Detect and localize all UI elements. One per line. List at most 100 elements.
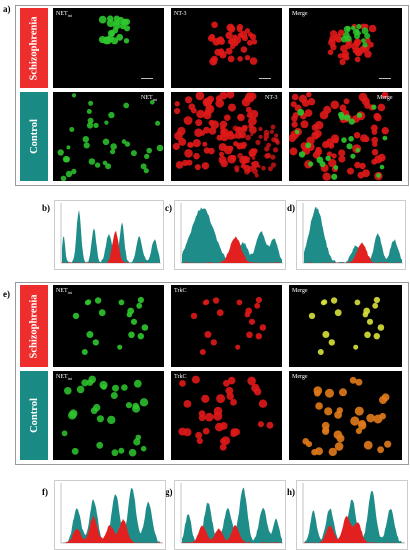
cell — [373, 333, 380, 340]
cell — [71, 447, 79, 455]
cell — [257, 421, 264, 428]
panel-caption: NT-3 — [265, 95, 278, 101]
cell — [66, 145, 71, 150]
cell — [248, 116, 257, 126]
cell — [104, 36, 112, 45]
intensity-profile-h — [296, 480, 408, 550]
cell — [321, 299, 328, 305]
cell — [336, 407, 343, 414]
cell — [314, 148, 323, 156]
cell — [102, 138, 110, 146]
micrograph-e-net-schizophrenia: NETint — [53, 285, 164, 367]
cell — [339, 58, 346, 66]
cell — [93, 122, 99, 129]
cell — [224, 114, 231, 121]
cell — [92, 339, 99, 346]
cell — [331, 153, 337, 159]
panel-caption: NT-3 — [174, 11, 187, 17]
row-label-control-a: Control — [20, 92, 48, 181]
cell — [88, 100, 94, 106]
cell — [258, 126, 263, 132]
cell — [236, 26, 243, 33]
cell — [81, 349, 88, 355]
cell — [259, 324, 267, 331]
micrograph-a-nt3-control: NT-3 — [171, 92, 282, 181]
cell — [368, 24, 377, 33]
cell — [183, 116, 193, 125]
cell — [359, 162, 366, 170]
micrograph-e-net-control: NETint — [53, 371, 164, 460]
cell — [178, 137, 187, 146]
cell — [333, 430, 343, 439]
cell — [94, 162, 101, 168]
cell — [190, 312, 198, 320]
cell — [208, 127, 217, 135]
cell — [270, 162, 277, 168]
cell — [377, 103, 386, 112]
cell — [330, 297, 338, 304]
cell — [199, 349, 206, 355]
panel-caption: TrkC — [174, 288, 187, 294]
cell — [379, 164, 385, 170]
row-label-schizophrenia-a: Schizophrenia — [20, 8, 48, 88]
cell — [200, 130, 205, 136]
cell — [363, 440, 373, 450]
cell — [355, 378, 363, 386]
cell — [304, 109, 313, 117]
cell — [231, 134, 237, 139]
cell — [204, 108, 212, 116]
profile-area — [62, 516, 162, 543]
cell — [351, 42, 359, 51]
cell — [314, 120, 324, 130]
cell — [273, 147, 279, 153]
cell — [333, 165, 339, 170]
cell — [345, 35, 352, 42]
cell — [101, 384, 107, 390]
cell — [219, 120, 228, 128]
micrograph-e-trkc-control: TrkC — [171, 371, 282, 460]
cell — [175, 161, 184, 169]
cell — [354, 33, 360, 40]
cell — [64, 387, 72, 395]
cell — [140, 445, 147, 452]
cell — [372, 141, 378, 147]
profile-area — [182, 207, 282, 263]
cell — [317, 349, 324, 355]
cell — [227, 154, 236, 164]
cell — [187, 141, 193, 148]
cell — [270, 154, 276, 160]
cell — [257, 164, 261, 168]
cell — [220, 128, 226, 134]
cell — [254, 302, 261, 309]
cell — [334, 309, 342, 317]
cell — [212, 297, 220, 304]
cell — [273, 137, 279, 143]
cell — [354, 161, 361, 169]
row-label-schizophrenia-e: Schizophrenia — [20, 285, 48, 367]
cell — [196, 437, 203, 445]
cell — [108, 111, 115, 119]
cell — [339, 388, 347, 397]
cell — [218, 143, 227, 152]
cell — [123, 38, 130, 44]
cell — [198, 410, 206, 417]
cell — [374, 155, 383, 164]
cell — [356, 112, 363, 118]
cell — [311, 131, 320, 140]
cell — [195, 119, 203, 127]
cell — [195, 92, 205, 101]
cell — [337, 53, 343, 59]
cell — [251, 39, 258, 45]
cell — [225, 47, 233, 55]
cell — [368, 41, 374, 48]
cell — [298, 94, 307, 103]
cell — [346, 26, 351, 31]
cell — [98, 15, 107, 24]
cell — [94, 297, 102, 304]
cell — [132, 402, 139, 410]
cell — [137, 296, 144, 304]
cell — [254, 173, 259, 178]
cell — [207, 35, 215, 42]
cell — [210, 120, 220, 130]
profile-area — [62, 488, 162, 543]
